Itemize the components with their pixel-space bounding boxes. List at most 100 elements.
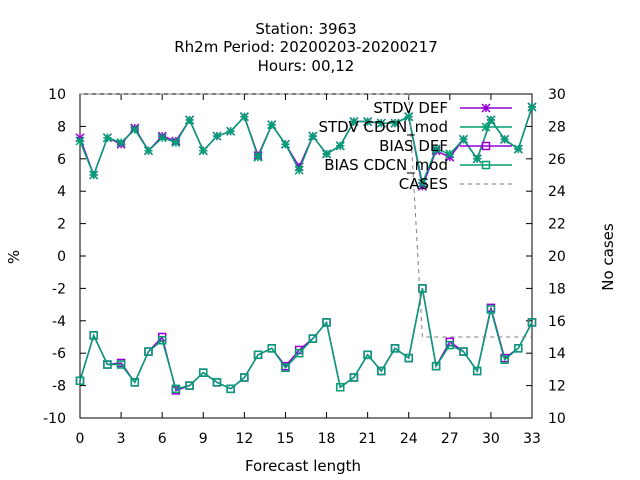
data-point xyxy=(404,112,414,122)
y2-tick-label: 24 xyxy=(548,184,566,200)
data-point xyxy=(198,146,208,156)
data-point xyxy=(308,334,318,343)
data-point xyxy=(240,373,249,382)
data-point xyxy=(199,368,208,377)
legend-entry: STDV DEF xyxy=(373,99,512,117)
series-4 xyxy=(80,93,532,338)
legend-label: STDV CDCN_mod xyxy=(318,118,448,137)
data-point xyxy=(130,125,140,135)
y-tick-label: -10 xyxy=(43,411,66,427)
y-tick-label: 0 xyxy=(57,249,66,265)
data-point xyxy=(75,136,85,146)
y2-tick-label: 14 xyxy=(548,346,566,362)
data-point xyxy=(89,331,98,340)
axes: 0 3 6 9 12 15 18 21 24 27 30 33-10-8-6-4-2024681010… xyxy=(43,87,566,447)
legend-entry: STDV CDCN_mod xyxy=(318,118,512,137)
y2-tick-label: 20 xyxy=(548,249,566,265)
data-point xyxy=(185,381,194,390)
data-point xyxy=(527,318,537,327)
data-point xyxy=(171,138,181,148)
data-point xyxy=(267,344,277,353)
y2-tick-label: 18 xyxy=(548,281,566,297)
data-point xyxy=(185,115,195,125)
data-point xyxy=(349,117,359,127)
y-tick-label: 6 xyxy=(57,152,66,168)
x-tick-label: 12 xyxy=(235,431,253,447)
data-point xyxy=(253,350,263,360)
y-tick-label: 4 xyxy=(57,184,66,200)
y-tick-label: -2 xyxy=(52,281,66,297)
title-line-station: Station: 3963 xyxy=(255,20,356,38)
legend-entry: BIAS DEF xyxy=(379,137,512,155)
data-point xyxy=(239,112,249,122)
y-tick-label: -6 xyxy=(52,346,66,362)
data-point xyxy=(89,170,99,180)
y2-axis-label: No cases xyxy=(599,223,617,291)
legend-label: BIAS DEF xyxy=(379,137,448,155)
y2-tick-label: 26 xyxy=(548,152,566,168)
legend-marker xyxy=(481,103,491,113)
y-tick-label: 10 xyxy=(48,87,66,103)
data-point xyxy=(363,117,373,127)
data-point xyxy=(431,361,441,371)
title-line-hours: Hours: 00,12 xyxy=(258,57,355,75)
legend-marker xyxy=(481,122,491,132)
data-point xyxy=(390,344,400,353)
data-point xyxy=(171,384,181,394)
x-axis-label: Forecast length xyxy=(245,457,361,475)
x-tick-label: 21 xyxy=(359,431,377,447)
data-point xyxy=(157,133,167,143)
y-axis-label: % xyxy=(5,250,23,264)
x-tick-label: 9 xyxy=(199,431,208,447)
series-3 xyxy=(75,284,537,394)
y2-tick-label: 30 xyxy=(548,87,566,103)
y2-tick-label: 10 xyxy=(548,411,566,427)
legend-entry: BIAS CDCN_mod xyxy=(324,156,512,175)
data-point xyxy=(472,366,482,376)
data-point xyxy=(322,149,332,159)
legend-label: CASES xyxy=(399,175,448,193)
y2-tick-label: 22 xyxy=(548,217,566,233)
x-tick-label: 18 xyxy=(318,431,336,447)
y2-tick-label: 28 xyxy=(548,119,566,135)
x-tick-label: 0 xyxy=(76,431,85,447)
data-point xyxy=(144,347,153,356)
y-tick-label: 2 xyxy=(57,217,66,233)
data-point xyxy=(431,144,441,154)
data-point xyxy=(130,378,140,387)
x-tick-label: 3 xyxy=(117,431,126,447)
data-point xyxy=(294,348,304,358)
data-point xyxy=(212,378,222,387)
data-point xyxy=(390,118,400,128)
data-point xyxy=(116,360,126,369)
data-point xyxy=(280,139,290,149)
data-point xyxy=(527,102,537,112)
data-point xyxy=(267,120,277,130)
data-point xyxy=(75,376,85,385)
x-tick-label: 27 xyxy=(441,431,459,447)
series-2 xyxy=(75,284,537,395)
data-point xyxy=(418,284,427,293)
series-line xyxy=(79,288,533,390)
data-point xyxy=(116,138,126,148)
series-1 xyxy=(75,102,537,188)
data-point xyxy=(377,366,386,376)
data-point xyxy=(253,152,263,162)
data-point xyxy=(335,141,345,151)
legend-marker xyxy=(481,160,491,170)
data-point xyxy=(500,355,509,364)
data-point xyxy=(143,146,154,156)
data-point xyxy=(281,363,290,373)
data-point xyxy=(486,115,496,125)
data-point xyxy=(226,126,236,136)
data-point xyxy=(514,344,523,353)
data-point xyxy=(226,384,235,394)
data-point xyxy=(102,133,112,143)
y-tick-label: -8 xyxy=(52,379,66,395)
x-tick-label: 6 xyxy=(158,431,167,447)
series-line xyxy=(80,93,532,338)
series-line xyxy=(79,106,533,186)
data-point xyxy=(513,144,523,154)
data-point xyxy=(500,134,510,144)
